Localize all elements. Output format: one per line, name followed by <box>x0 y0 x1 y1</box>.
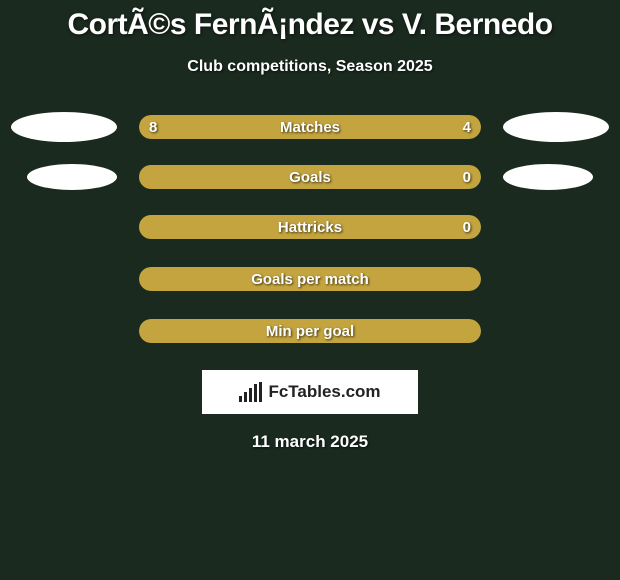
stat-label: Hattricks <box>139 215 481 239</box>
logo-box: FcTables.com <box>202 370 418 414</box>
subtitle: Club competitions, Season 2025 <box>0 58 620 76</box>
stat-label: Min per goal <box>139 319 481 343</box>
logo-bars-icon <box>239 382 262 402</box>
stat-row: Goals per match <box>0 264 620 294</box>
date-label: 11 march 2025 <box>0 432 620 452</box>
stat-bar: Min per goal <box>139 319 481 343</box>
stat-bar: Goals per match <box>139 267 481 291</box>
stats-rows: 84Matches 0Goals 0Hattricks Goals per match… <box>0 112 620 346</box>
stat-bar: 0Hattricks <box>139 215 481 239</box>
left-ellipse <box>27 164 117 190</box>
comparison-card: CortÃ©s FernÃ¡ndez vs V. Bernedo Club co… <box>0 0 620 452</box>
stat-row: 0Goals <box>0 164 620 190</box>
stat-bar: 84Matches <box>139 115 481 139</box>
stat-row: Min per goal <box>0 316 620 346</box>
right-ellipse <box>503 112 609 142</box>
right-ellipse <box>503 164 593 190</box>
left-ellipse <box>11 112 117 142</box>
stat-bar: 0Goals <box>139 165 481 189</box>
page-title: CortÃ©s FernÃ¡ndez vs V. Bernedo <box>0 8 620 42</box>
stat-label: Goals per match <box>139 267 481 291</box>
stat-row: 0Hattricks <box>0 212 620 242</box>
logo: FcTables.com <box>239 382 380 402</box>
stat-row: 84Matches <box>0 112 620 142</box>
stat-label: Goals <box>139 165 481 189</box>
logo-text: FcTables.com <box>268 382 380 402</box>
stat-label: Matches <box>139 115 481 139</box>
